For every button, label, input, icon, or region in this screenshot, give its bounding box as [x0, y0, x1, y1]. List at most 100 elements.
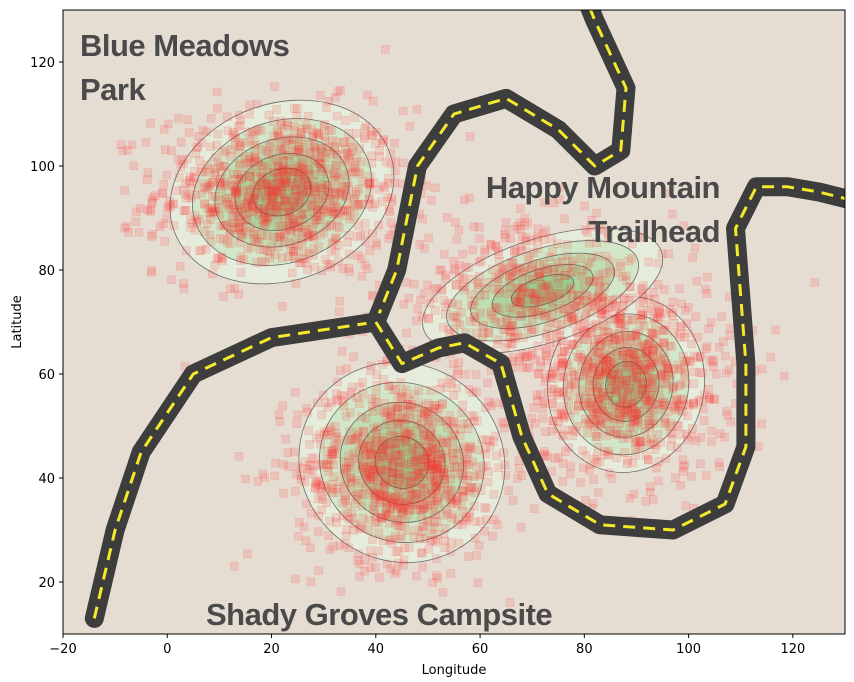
sighting-marker [650, 359, 660, 369]
sighting-marker [677, 394, 687, 404]
sighting-marker [385, 494, 394, 503]
sighting-marker [423, 461, 433, 471]
sighting-marker [438, 469, 448, 479]
sighting-marker [351, 435, 361, 445]
sighting-marker [414, 439, 423, 449]
sighting-marker [614, 409, 624, 418]
sighting-marker [248, 202, 257, 212]
sighting-marker [197, 245, 206, 255]
sighting-marker [252, 258, 261, 267]
sighting-marker [583, 428, 592, 437]
sighting-marker [597, 356, 607, 366]
sighting-marker [327, 239, 337, 248]
sighting-marker [344, 249, 354, 259]
sighting-marker [277, 253, 287, 263]
sighting-marker [645, 359, 655, 369]
sighting-marker [606, 384, 615, 394]
sighting-marker [563, 425, 572, 435]
sighting-marker [619, 392, 628, 401]
sighting-marker [342, 206, 351, 215]
sighting-marker [319, 428, 329, 437]
sighting-marker [230, 225, 239, 234]
sighting-marker [648, 328, 657, 337]
sighting-marker [379, 136, 388, 145]
sighting-marker [305, 139, 314, 149]
sighting-marker [378, 444, 388, 454]
sighting-marker [495, 269, 504, 279]
sighting-marker [483, 477, 493, 487]
sighting-marker [574, 402, 583, 411]
sighting-marker [197, 189, 206, 198]
sighting-marker [520, 214, 529, 223]
sighting-marker [205, 230, 215, 240]
sighting-marker [322, 460, 331, 469]
sighting-marker [405, 497, 415, 506]
sighting-marker [470, 488, 479, 498]
sighting-marker [455, 431, 465, 441]
sighting-marker [293, 240, 303, 250]
sighting-marker [371, 389, 381, 399]
sighting-marker [394, 473, 404, 482]
sighting-marker [370, 493, 379, 503]
sighting-marker [620, 348, 629, 357]
sighting-marker [254, 210, 264, 219]
sighting-marker [367, 402, 377, 411]
sighting-marker [390, 139, 399, 148]
sighting-marker [296, 168, 305, 178]
sighting-marker [439, 468, 448, 477]
sighting-marker [618, 364, 627, 374]
sighting-marker [167, 146, 176, 156]
sighting-marker [457, 485, 467, 495]
sighting-marker [418, 492, 427, 502]
sighting-marker [427, 443, 437, 453]
sighting-marker [594, 399, 603, 409]
sighting-marker [308, 231, 318, 240]
sighting-marker [297, 163, 307, 172]
sighting-marker [372, 241, 382, 250]
sighting-marker [318, 180, 327, 189]
sighting-marker [594, 370, 603, 380]
sighting-marker [591, 415, 601, 424]
sighting-marker [191, 190, 201, 200]
sighting-marker [331, 233, 340, 243]
sighting-marker [474, 541, 484, 550]
sighting-marker [374, 546, 383, 556]
sighting-marker [554, 279, 564, 288]
sighting-marker [429, 468, 439, 477]
sighting-marker [132, 207, 141, 217]
sighting-marker [344, 458, 353, 467]
sighting-marker [374, 185, 384, 194]
sighting-marker [618, 434, 628, 443]
sighting-marker [317, 410, 326, 420]
sighting-marker [375, 445, 385, 455]
sighting-marker [321, 430, 331, 440]
sighting-marker [419, 289, 429, 298]
sighting-marker [562, 251, 572, 261]
sighting-marker [316, 459, 326, 469]
sighting-marker [674, 402, 684, 411]
sighting-marker [567, 367, 577, 377]
sighting-marker [310, 170, 319, 180]
sighting-marker [224, 198, 233, 207]
sighting-marker [200, 227, 209, 236]
sighting-marker [345, 137, 355, 146]
sighting-marker [220, 161, 230, 171]
sighting-marker [314, 242, 323, 252]
sighting-marker [342, 463, 351, 473]
sighting-marker [322, 146, 331, 156]
label-happy-mountain-line1: Happy Mountain [486, 170, 720, 205]
sighting-marker [678, 352, 688, 361]
sighting-marker [219, 161, 229, 171]
sighting-marker [596, 418, 606, 427]
sighting-marker [446, 569, 455, 578]
sighting-marker [317, 163, 326, 173]
sighting-marker [131, 217, 140, 226]
sighting-marker [441, 491, 450, 501]
sighting-marker [393, 499, 403, 508]
sighting-marker [317, 483, 327, 493]
sighting-marker [484, 277, 494, 287]
sighting-marker [480, 526, 489, 536]
sighting-marker [330, 197, 340, 206]
sighting-marker [280, 175, 290, 185]
sighting-marker [374, 220, 383, 230]
